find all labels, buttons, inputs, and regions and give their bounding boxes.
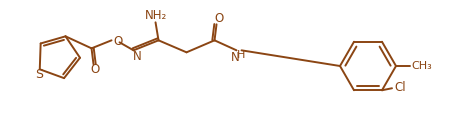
- Text: NH₂: NH₂: [144, 9, 167, 22]
- Text: N: N: [231, 51, 240, 64]
- Text: O: O: [113, 35, 122, 48]
- Text: O: O: [90, 63, 99, 76]
- Text: CH₃: CH₃: [412, 61, 432, 71]
- Text: H: H: [237, 50, 246, 60]
- Text: S: S: [35, 68, 43, 81]
- Text: N: N: [133, 50, 142, 63]
- Text: O: O: [214, 12, 223, 25]
- Text: Cl: Cl: [394, 81, 406, 94]
